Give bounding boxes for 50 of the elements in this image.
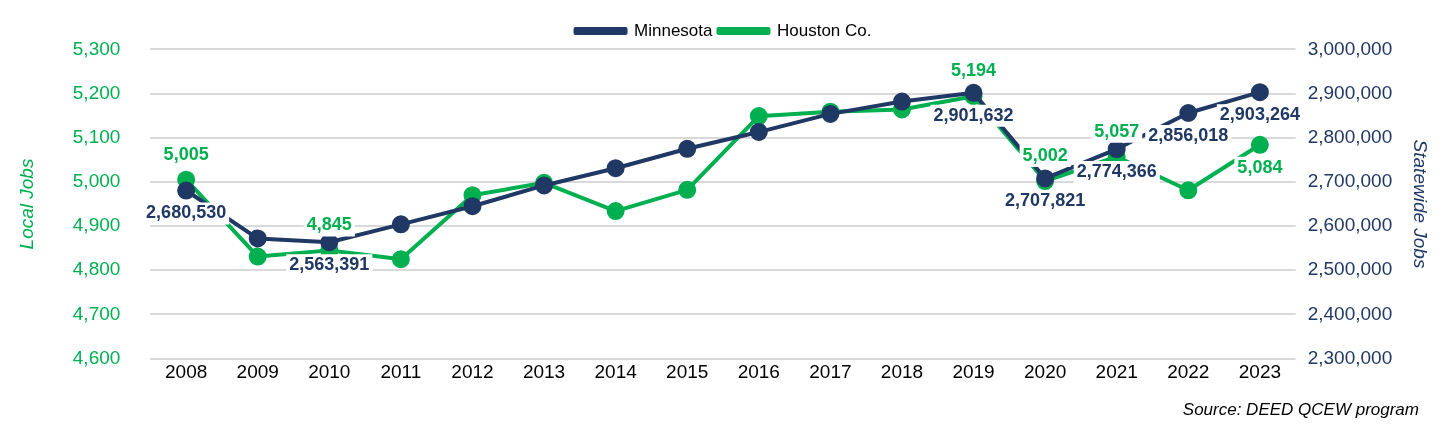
y-tick-label: 4,600 [72,346,121,368]
y-tick-label: 5,000 [72,170,121,192]
data-label: 2,563,391 [289,254,370,275]
y2-axis-title: Statewide Jobs [1410,139,1432,269]
data-label: 5,002 [1022,145,1068,165]
data-label: 2,680,530 [146,202,227,223]
y2-tick-label: 3,000,000 [1307,37,1393,59]
data-label: 2,707,821 [1005,190,1086,211]
x-tick-label: 2015 [666,361,709,383]
x-tick-label: 2008 [165,361,208,383]
data-label: 5,194 [951,60,997,81]
legend-label: Houston Co. [776,20,872,40]
source-note: Source: DEED QCEW program [1181,400,1420,420]
data-label: 4,845 [306,214,352,235]
y2-tick-label: 2,500,000 [1307,258,1393,280]
y2-tick-label: 2,300,000 [1307,346,1393,368]
y-tick-label: 4,700 [72,302,121,324]
data-label: 2,774,366 [1076,161,1157,182]
x-tick-label: 2009 [236,361,279,383]
y-tick-label: 5,300 [72,37,121,59]
data-label: 5,005 [163,143,209,164]
y2-tick-label: 2,700,000 [1307,170,1393,192]
x-tick-label: 2011 [380,361,422,383]
y-tick-label: 5,200 [72,81,121,103]
legend-label: Minnesota [634,20,714,40]
y2-tick-label: 2,400,000 [1307,302,1393,324]
y2-tick-label: 2,900,000 [1307,81,1393,103]
x-tick-label: 2012 [451,361,494,383]
x-tick-label: 2017 [809,361,852,383]
y-tick-label: 4,900 [72,214,121,236]
x-tick-label: 2013 [522,361,566,383]
x-tick-label: 2021 [1095,361,1138,383]
x-tick-label: 2022 [1167,361,1210,383]
x-tick-label: 2016 [737,361,780,383]
y2-tick-label: 2,600,000 [1307,214,1393,236]
data-label: 5,057 [1094,120,1140,141]
data-label: 2,856,018 [1148,124,1229,145]
data-label: 5,084 [1237,156,1283,177]
y2-tick-label: 2,800,000 [1307,125,1393,147]
x-tick-label: 2010 [308,361,351,383]
x-tick-label: 2014 [594,361,638,383]
y-tick-label: 5,100 [72,125,121,147]
y-tick-label: 4,800 [72,258,121,280]
x-tick-label: 2019 [952,361,995,383]
x-tick-label: 2018 [880,361,924,383]
data-label: 2,903,264 [1219,104,1300,125]
y-axis-title: Local Jobs [15,158,37,250]
x-tick-label: 2020 [1023,361,1067,383]
x-tick-label: 2023 [1238,361,1282,383]
data-label: 2,901,632 [933,104,1014,125]
